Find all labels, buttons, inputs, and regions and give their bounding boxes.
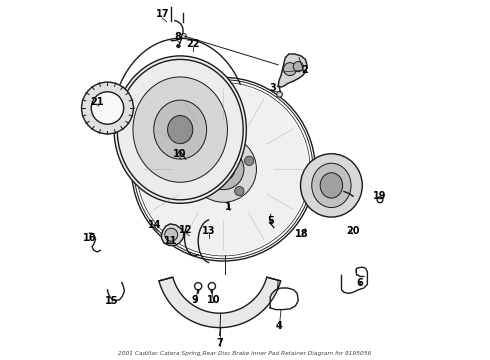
Text: 22: 22 — [186, 39, 199, 49]
Text: 9: 9 — [192, 294, 199, 305]
Circle shape — [203, 186, 212, 196]
Circle shape — [165, 228, 178, 241]
Text: 5: 5 — [268, 216, 274, 226]
Ellipse shape — [154, 100, 207, 159]
Text: 10: 10 — [207, 294, 220, 305]
Text: 6: 6 — [357, 278, 364, 288]
Polygon shape — [162, 224, 184, 246]
Text: 18: 18 — [295, 229, 309, 239]
Circle shape — [138, 84, 309, 255]
Polygon shape — [278, 54, 307, 87]
Text: 3: 3 — [270, 83, 276, 93]
Ellipse shape — [114, 56, 246, 203]
Circle shape — [203, 149, 244, 190]
Circle shape — [219, 138, 228, 147]
Text: 15: 15 — [105, 296, 119, 306]
Text: 11: 11 — [164, 236, 177, 246]
Ellipse shape — [133, 77, 227, 182]
Text: 4: 4 — [276, 321, 283, 331]
Circle shape — [277, 91, 282, 97]
Text: 20: 20 — [346, 226, 360, 236]
Text: 12: 12 — [179, 225, 193, 235]
Text: 8: 8 — [174, 32, 181, 42]
Text: 16: 16 — [83, 233, 96, 243]
Text: 2001 Cadillac Catera Spring,Rear Disc Brake Inner Pad Retainer Diagram for 91950: 2001 Cadillac Catera Spring,Rear Disc Br… — [119, 351, 371, 356]
Polygon shape — [159, 277, 281, 328]
Circle shape — [284, 63, 296, 76]
Circle shape — [293, 62, 303, 72]
Text: 21: 21 — [90, 96, 103, 107]
Circle shape — [81, 82, 133, 134]
Circle shape — [176, 44, 180, 48]
Circle shape — [190, 136, 256, 202]
Ellipse shape — [320, 173, 343, 198]
Text: 10: 10 — [173, 149, 186, 159]
Ellipse shape — [300, 154, 362, 217]
Circle shape — [91, 92, 123, 124]
Circle shape — [245, 156, 254, 166]
Circle shape — [212, 158, 235, 181]
Text: 17: 17 — [155, 9, 169, 19]
Ellipse shape — [312, 163, 351, 208]
Text: 14: 14 — [147, 220, 161, 230]
Text: 2: 2 — [301, 65, 308, 75]
Text: 13: 13 — [202, 226, 216, 236]
Text: 1: 1 — [225, 202, 232, 212]
Circle shape — [235, 186, 244, 196]
Circle shape — [193, 156, 202, 166]
Ellipse shape — [168, 116, 193, 144]
Text: 19: 19 — [373, 191, 387, 201]
Text: 7: 7 — [217, 338, 223, 348]
